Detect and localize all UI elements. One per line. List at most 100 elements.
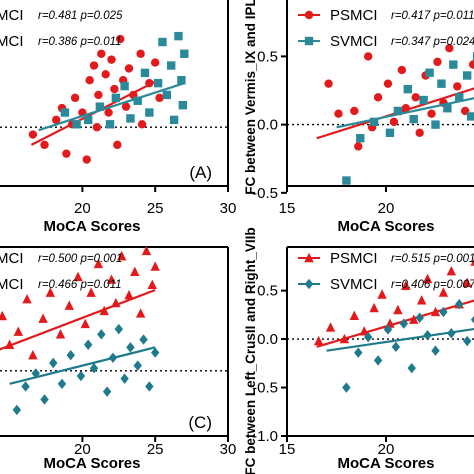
stats-psmci: r=0.500 p=0.001: [38, 253, 122, 265]
data-point: [416, 295, 427, 305]
data-point: [80, 318, 90, 329]
data-point: [111, 93, 121, 103]
data-point: [70, 93, 80, 103]
data-point: [349, 310, 360, 321]
series-psmci: [28, 34, 164, 164]
data-point: [136, 49, 145, 58]
data-point: [40, 140, 49, 150]
legend-psmci-label: PSMCI: [330, 250, 378, 267]
data-point: [178, 100, 188, 110]
panel-label: (A): [189, 163, 212, 182]
data-point: [85, 76, 94, 85]
data-point: [150, 58, 160, 67]
data-point: [466, 112, 474, 121]
data-point: [155, 93, 164, 103]
data-point: [431, 345, 440, 356]
data-point: [455, 93, 464, 102]
data-point: [167, 61, 176, 70]
series-svmci: [326, 298, 474, 393]
data-point: [121, 102, 131, 111]
data-point: [107, 55, 116, 64]
x-tick-label: 30: [220, 200, 237, 217]
data-point: [158, 37, 167, 47]
data-point: [373, 93, 383, 102]
stats-svmci: r=0.406 p=0.007: [391, 279, 474, 291]
data-point: [130, 266, 140, 276]
stats-svmci: r=0.466 p=0.011: [38, 279, 122, 291]
data-point: [177, 76, 186, 85]
legend-svmci-label: SVMCI: [0, 33, 24, 50]
data-point: [445, 44, 454, 53]
data-point: [470, 315, 474, 324]
data-point: [133, 96, 142, 105]
data-point: [393, 106, 403, 116]
panel-c: 20 25 30 PSMCI SVMCI r=0.500 p=0.001 r=0.466 p…: [0, 245, 237, 472]
data-point: [354, 142, 363, 151]
data-point: [22, 293, 32, 304]
data-point: [174, 31, 183, 41]
x-tick-label: 30: [220, 441, 237, 458]
data-point: [468, 60, 474, 69]
x-axis-title: MoCA Scores: [338, 218, 435, 235]
data-point: [369, 117, 379, 127]
panel-a: 20 25 30 PSMCI SVMCI r=0.481 p=0.025 r=0.386 p…: [0, 0, 236, 235]
data-point: [411, 93, 420, 102]
data-point: [407, 362, 416, 374]
data-point: [126, 342, 135, 353]
data-point: [124, 64, 134, 73]
x-tick-label: 20: [74, 441, 91, 458]
data-point: [140, 68, 150, 78]
x-tick-label: 20: [378, 200, 395, 217]
data-point: [449, 60, 458, 69]
data-point: [169, 115, 179, 125]
data-point: [377, 289, 387, 299]
data-point: [145, 381, 154, 392]
data-point: [82, 155, 91, 164]
data-point: [433, 57, 442, 67]
data-point: [439, 306, 448, 318]
regression-line: [0, 288, 156, 351]
data-point: [453, 82, 462, 91]
x-tick-label: 15: [279, 200, 296, 217]
data-point: [150, 347, 160, 358]
data-point: [113, 140, 122, 150]
data-point: [120, 373, 129, 384]
data-point: [57, 378, 67, 390]
data-point: [150, 261, 160, 271]
data-point: [135, 308, 146, 318]
data-point: [64, 300, 74, 310]
data-point: [313, 335, 324, 346]
data-point: [393, 304, 403, 315]
data-point: [342, 382, 351, 393]
series-svmci: [38, 31, 189, 132]
data-point: [391, 341, 401, 353]
data-point: [104, 108, 113, 117]
data-point: [383, 79, 393, 88]
data-point: [21, 381, 30, 392]
x-tick-label: 25: [147, 441, 164, 458]
data-point: [162, 90, 172, 100]
data-point: [180, 49, 189, 58]
data-point: [383, 324, 393, 335]
data-point: [403, 84, 412, 94]
data-point: [97, 49, 106, 58]
data-point: [116, 34, 125, 44]
legend-marker: [304, 36, 314, 46]
data-point: [401, 280, 411, 290]
data-point: [86, 287, 96, 297]
data-point: [62, 149, 71, 158]
legend-psmci-label: PSMCI: [0, 7, 24, 24]
x-axis-title: MoCA Scores: [44, 455, 141, 472]
data-point: [106, 274, 117, 284]
y-tick-label: -1.0: [252, 428, 278, 445]
data-point: [363, 331, 373, 343]
x-axis-title: MoCA Scores: [44, 218, 141, 235]
data-point: [101, 70, 110, 79]
stats-psmci: r=0.515 p=0.001: [391, 253, 474, 265]
series-psmci: [0, 245, 160, 360]
data-point: [139, 334, 148, 345]
panel-label: (C): [188, 413, 212, 432]
regression-line: [9, 346, 156, 385]
